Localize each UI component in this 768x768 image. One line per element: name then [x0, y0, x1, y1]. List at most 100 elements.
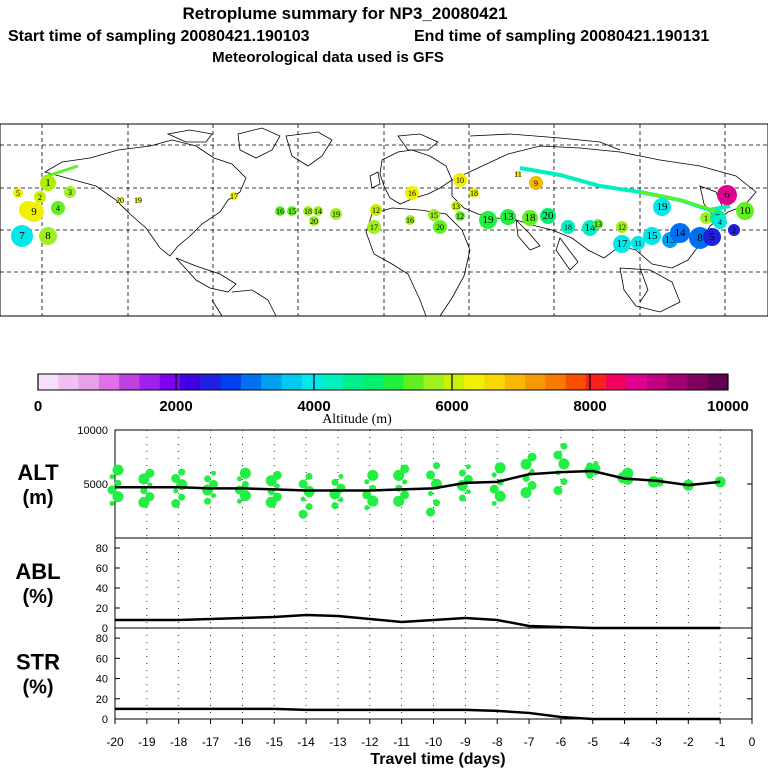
plume-marker-dot — [593, 219, 603, 229]
x-tick-label: -11 — [393, 735, 410, 749]
plume-marker: 15 — [643, 227, 661, 245]
x-tick-label: -9 — [460, 735, 471, 749]
x-tick-label: -12 — [361, 735, 379, 749]
plume-marker: 17 — [367, 220, 381, 234]
altitude-spread-point — [114, 479, 122, 487]
plume-marker-dot — [703, 228, 721, 246]
plume-marker-label: 4 — [718, 218, 722, 227]
end-time-label: End time of sampling 20080421.190131 — [414, 28, 709, 45]
altitude-spread-point — [234, 485, 244, 495]
plume-marker: 3 — [64, 186, 76, 198]
plume-marker-label: 9 — [31, 206, 37, 218]
colorbar-cell — [58, 374, 80, 390]
plume-marker-label: 18 — [525, 212, 537, 224]
altitude-spread-point — [553, 485, 563, 495]
altitude-spread-point — [298, 479, 308, 489]
altitude-spread-point — [112, 464, 124, 476]
x-tick-label: -16 — [234, 735, 252, 749]
plume-marker-dot — [64, 186, 76, 198]
colorbar-tick-label: 0 — [34, 398, 42, 415]
x-axis: -20 -19 -18 -17 -16 -15 -14 -13 -12 -11 -10 -9 -8 -7-… — [106, 719, 756, 749]
colorbar-cell — [646, 374, 668, 390]
colorbar-cell — [383, 374, 404, 390]
plume-marker-dot — [479, 211, 497, 229]
str-line — [115, 707, 721, 721]
altitude-spread-point — [338, 473, 344, 479]
altitude-spread-point — [305, 503, 313, 511]
plume-marker-label: 10 — [740, 205, 752, 217]
plume-marker-dot — [13, 188, 23, 198]
plume-marker: 13 — [500, 209, 516, 225]
altitude-spread-point — [236, 498, 242, 504]
x-tick-label: 0 — [749, 735, 756, 749]
altitude-spread-point — [171, 498, 181, 508]
colorbar-cell — [281, 374, 303, 390]
plume-marker-label: 18 — [304, 207, 312, 216]
y-tick-label: 60 — [96, 563, 108, 575]
plume-marker: 14 — [313, 206, 323, 216]
plume-marker-label: 10 — [456, 176, 464, 185]
x-tick-label: -13 — [329, 735, 347, 749]
colorbar-cell — [504, 374, 526, 390]
plume-marker: 2 — [728, 224, 740, 236]
plume-marker-label: 19 — [134, 196, 142, 205]
plume-marker-dot — [428, 209, 440, 221]
altitude-spread-point — [393, 495, 405, 507]
y-tick-label: 10000 — [77, 425, 108, 437]
altitude-spread-point — [489, 484, 499, 494]
plume-marker: 9 — [529, 176, 543, 190]
plume-marker-label: 19 — [483, 214, 495, 226]
plume-marker-label: 19 — [332, 210, 340, 219]
plume-marker: 18 — [303, 206, 313, 216]
plume-marker-label: 20 — [310, 217, 318, 226]
altitude-spread-point — [426, 507, 435, 517]
colorbar-cell — [139, 374, 161, 390]
plume-marker-dot — [313, 206, 323, 216]
plume-marker-label: 18 — [564, 223, 572, 232]
altitude-spread-point — [400, 464, 410, 474]
plume-marker: 11 — [514, 170, 522, 179]
colorbar-tick-label: 8000 — [573, 398, 606, 415]
plume-marker: 19 — [479, 211, 497, 229]
colorbar-cell — [545, 374, 567, 390]
panel-label: STR — [16, 650, 60, 675]
altitude-spread-point — [272, 470, 282, 480]
plume-marker-dot — [370, 204, 382, 216]
colorbar-ticks: 0 2000 4000 6000 8000 10000 — [34, 374, 749, 415]
altitude-spread-point — [145, 468, 155, 478]
plume-marker-label: 11 — [514, 170, 522, 179]
colorbar-cell — [200, 374, 222, 390]
altitude-spread-point — [433, 462, 440, 470]
y-tick-label: 0 — [102, 623, 108, 635]
plume-marker: 20 — [433, 220, 447, 234]
x-tick-label: -19 — [138, 735, 156, 749]
colorbar-cell — [159, 374, 181, 390]
colorbar-tick-label: 2000 — [159, 398, 192, 415]
altitude-spread-point — [211, 470, 217, 476]
y-tick-label: 5000 — [84, 479, 108, 491]
x-tick-label: -15 — [266, 735, 284, 749]
plume-marker-dot — [330, 208, 342, 220]
altitude-spread-point — [367, 495, 379, 507]
altitude-colorbar: 0 2000 4000 6000 8000 10000 Altitude (m) — [34, 373, 749, 427]
panel-abl: 80 60 40 20 0 ABL(%) — [15, 537, 753, 635]
altitude-spread-point — [338, 497, 344, 503]
plume-marker-label: 8 — [45, 230, 51, 242]
x-tick-label: -3 — [651, 735, 662, 749]
plume-marker-label: 13 — [452, 202, 460, 211]
plume-marker: 14 — [670, 223, 690, 243]
colorbar-cell — [606, 374, 628, 390]
altitude-spread-point — [364, 479, 370, 485]
plume-marker-dot — [717, 185, 737, 205]
plume-marker: 5 — [13, 188, 23, 198]
plume-marker-dot — [275, 206, 285, 216]
altitude-spread-point — [428, 491, 433, 497]
plume-marker-dot — [11, 225, 33, 247]
plume-marker-dot — [469, 188, 479, 198]
coastlines — [43, 127, 757, 317]
plume-marker-label: 18 — [470, 189, 478, 198]
plume-marker-label: 1 — [45, 177, 51, 189]
altitude-spread-point — [529, 468, 535, 474]
colorbar-cell — [423, 374, 445, 390]
y-tick-label: 60 — [96, 653, 108, 665]
